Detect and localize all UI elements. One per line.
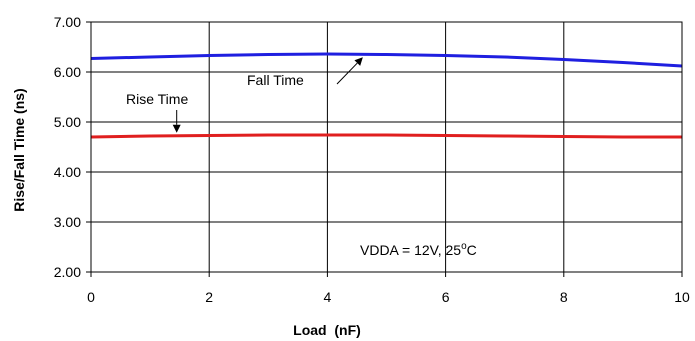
y-tick-label: 6.00: [54, 64, 81, 80]
fall-time-arrow: [336, 62, 358, 85]
fall-time-arrowhead: [354, 57, 363, 66]
y-tick-label: 5.00: [54, 114, 81, 130]
y-axis-title: Rise/Fall Time (ns): [11, 88, 27, 211]
tick-labels: 2.00 3.00 4.00 5.00 6.00 7.00 0 2 4 6 8 10: [54, 14, 690, 305]
degree-superscript: o: [461, 241, 467, 252]
x-tick-label: 10: [674, 289, 690, 305]
grid-lines: [91, 22, 682, 272]
plot-frame: [90, 21, 683, 273]
y-tick-label: 7.00: [54, 14, 81, 30]
rise-time-line: [90, 133, 682, 139]
conditions-text: VDDA = 12V, 25: [360, 242, 461, 258]
tick-marks: [86, 21, 683, 277]
annotations: Fall Time Rise Time VDDA = 12V, 25oC: [126, 57, 477, 258]
conditions-annotation: VDDA = 12V, 25oC: [360, 241, 477, 258]
x-tick-label: 4: [324, 289, 332, 305]
fall-time-annotation: Fall Time: [247, 72, 304, 88]
x-tick-label: 2: [205, 289, 213, 305]
conditions-unit: C: [467, 242, 477, 258]
y-tick-label: 3.00: [54, 214, 81, 230]
x-axis-title: Load (nF): [293, 322, 361, 338]
x-tick-label: 8: [560, 289, 568, 305]
y-tick-label: 4.00: [54, 164, 81, 180]
x-tick-label: 0: [87, 289, 95, 305]
rise-time-arrowhead: [172, 124, 181, 133]
rise-time-annotation: Rise Time: [126, 91, 188, 107]
series-layer: [90, 52, 683, 139]
y-tick-label: 2.00: [54, 264, 81, 280]
x-tick-label: 6: [442, 289, 450, 305]
fall-time-line: [90, 52, 683, 68]
